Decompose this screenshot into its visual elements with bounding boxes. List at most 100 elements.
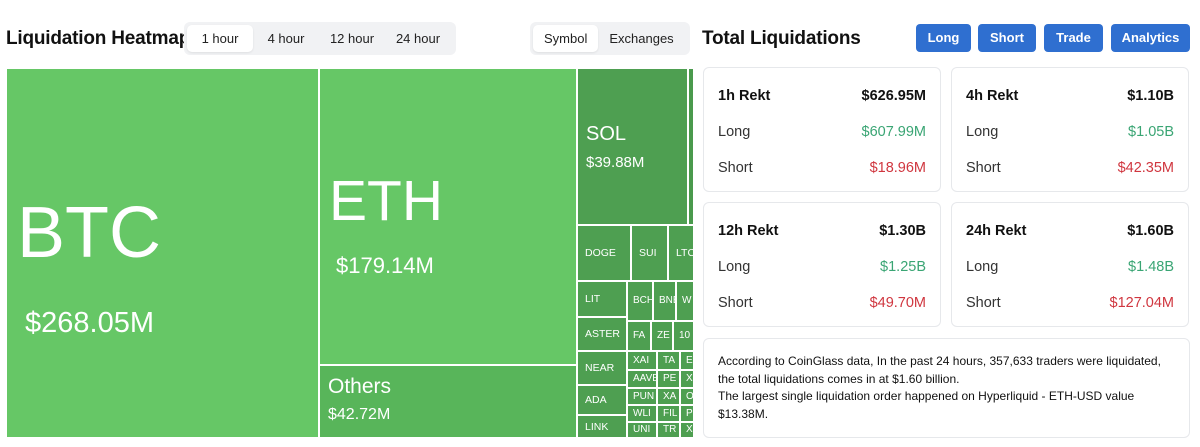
tile-bnb[interactable]: BNB [653,281,676,321]
heatmap-title: Liquidation Heatmap [6,28,191,49]
tile-10[interactable]: 10 [673,321,694,351]
tile-btc-symbol: BTC [17,193,161,273]
view-mode-tabs: Symbol Exchanges [530,22,690,55]
card-1h-rekt: 1h Rekt $626.95M Long $607.99M Short $18.96… [703,67,941,192]
tile-bnb-symbol: BNB [659,295,675,306]
tab-4-hour[interactable]: 4 hour [267,31,305,46]
tile-lit[interactable]: LIT [577,281,627,317]
tile-bch-symbol: BCH [633,295,653,306]
tile-xa2[interactable]: XA [657,388,680,405]
tile-sol-amount: $39.88M [586,154,645,171]
long-value: $1.25B [880,259,926,275]
tile-near-symbol: NEAR [585,361,615,374]
tile-bch[interactable]: BCH [627,281,653,321]
tile-fil[interactable]: FIL [657,405,680,422]
tab-12-hour[interactable]: 12 hour [329,31,375,46]
tile-x1[interactable]: X [680,370,694,388]
tile-10-symbol: 10 [679,330,691,341]
tile-fil-symbol: FIL [663,407,678,419]
tile-near[interactable]: NEAR [577,351,627,385]
tile-ta[interactable]: TA [657,351,680,370]
tile-btc[interactable]: BTC $268.05M [6,68,319,438]
tile-sol-right-strip[interactable] [688,68,694,225]
trade-button[interactable]: Trade [1044,24,1103,52]
card-title: 1h Rekt [718,88,771,104]
tile-eth[interactable]: ETH $179.14M [319,68,577,365]
tile-e-symbol: E [686,354,693,366]
tab-symbol[interactable]: Symbol [533,25,599,52]
tile-aster[interactable]: ASTER [577,317,627,351]
tile-link[interactable]: LINK [577,415,627,438]
tile-doge-symbol: DOGE [585,246,616,259]
card-title: 24h Rekt [966,223,1027,239]
tile-aave-symbol: AAVE [633,373,657,384]
long-label: Long [718,124,751,140]
tile-pun[interactable]: PUN [627,388,657,405]
short-value: $42.35M [1117,160,1174,176]
tile-pe-symbol: PE [663,373,677,384]
tile-xai[interactable]: XAI [627,351,657,370]
tile-tr-symbol: TR [663,424,677,435]
summary-line-2: The largest single liquidation order hap… [718,389,1135,421]
tile-p[interactable]: P [680,405,694,422]
long-value: $1.05B [1128,124,1174,140]
tile-tr[interactable]: TR [657,422,680,438]
short-button[interactable]: Short [978,24,1036,52]
tile-xa2-symbol: XA [663,390,677,402]
tile-fa[interactable]: FA [627,321,651,351]
tile-ze-symbol: ZE [657,330,670,341]
tile-sol[interactable]: SOL $39.88M [577,68,688,225]
short-value: $49.70M [869,295,926,311]
long-value: $1.48B [1128,259,1174,275]
tile-ltc[interactable]: LTC [668,225,694,281]
tile-xai-symbol: XAI [633,354,650,366]
tile-sui-symbol: SUI [639,246,657,259]
summary-line-1: According to CoinGlass data, In the past… [718,354,1161,386]
card-12h-rekt: 12h Rekt $1.30B Long $1.25B Short $49.70M [703,202,941,327]
tile-aave[interactable]: AAVE [627,370,657,388]
tile-x1-symbol: X [686,373,693,384]
tile-lit-symbol: LIT [585,292,601,305]
tile-ada-symbol: ADA [585,393,607,406]
card-total: $1.10B [1127,88,1174,104]
tile-w[interactable]: W [676,281,694,321]
short-value: $18.96M [869,160,926,176]
tile-e[interactable]: E [680,351,694,370]
tile-eth-symbol: ETH [329,169,443,233]
time-range-tabs: 1 hour 4 hour 12 hour 24 hour [184,22,456,55]
tile-ta-symbol: TA [663,354,676,366]
tile-sui[interactable]: SUI [631,225,668,281]
tile-p-symbol: P [686,407,693,419]
short-label: Short [718,160,753,176]
analytics-button[interactable]: Analytics [1111,24,1190,52]
tab-exchanges[interactable]: Exchanges [609,31,674,46]
tile-uni[interactable]: UNI [627,422,657,438]
tile-others-amount: $42.72M [328,406,391,423]
long-label: Long [718,259,751,275]
tab-24-hour[interactable]: 24 hour [395,31,441,46]
tab-1-hour[interactable]: 1 hour [187,25,253,52]
tile-ze[interactable]: ZE [651,321,673,351]
tile-uni-symbol: UNI [633,424,651,435]
tile-ltc-symbol: LTC [676,246,694,259]
long-label: Long [966,124,999,140]
short-value: $127.04M [1109,295,1175,311]
tile-o-symbol: O [686,390,694,402]
card-total: $626.95M [861,88,927,104]
liquidation-treemap: BTC $268.05M ETH $179.14M Others $42.72M… [6,68,694,438]
total-liquidations-title: Total Liquidations [702,28,861,49]
tile-pe[interactable]: PE [657,370,680,388]
tile-wli[interactable]: WLI [627,405,657,422]
tile-w-symbol: W [682,295,692,306]
tile-x2[interactable]: X [680,422,694,438]
tile-sol-symbol: SOL [586,123,627,145]
tile-ada[interactable]: ADA [577,385,627,415]
tile-others[interactable]: Others $42.72M [319,365,577,438]
tile-doge[interactable]: DOGE [577,225,631,281]
tile-o[interactable]: O [680,388,694,405]
long-button[interactable]: Long [916,24,971,52]
card-total: $1.30B [879,223,926,239]
card-4h-rekt: 4h Rekt $1.10B Long $1.05B Short $42.35M [951,67,1189,192]
card-total: $1.60B [1127,223,1174,239]
short-label: Short [966,160,1001,176]
